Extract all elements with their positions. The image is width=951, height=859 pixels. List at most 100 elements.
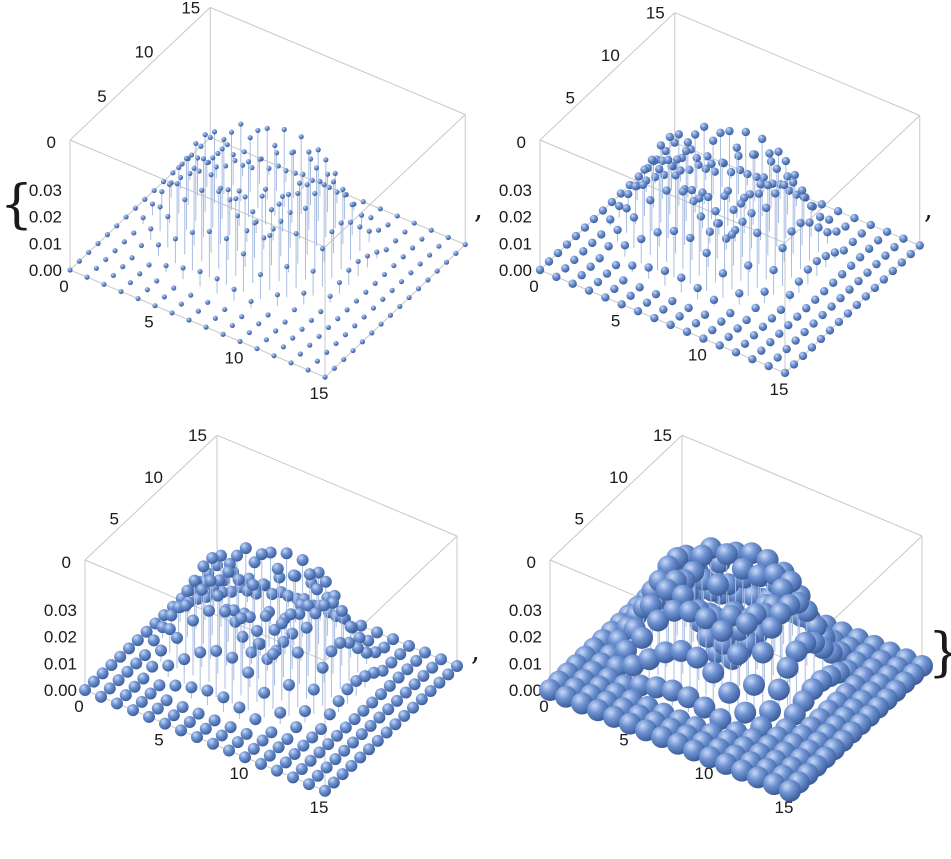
- data-point: [131, 230, 137, 236]
- data-point: [319, 246, 326, 252]
- box-edge: [84, 689, 326, 792]
- data-point: [256, 734, 269, 747]
- data-point: [353, 631, 366, 644]
- data-point: [715, 341, 724, 350]
- data-point: [314, 358, 320, 364]
- data-point: [331, 365, 337, 371]
- data-point: [702, 661, 725, 684]
- data-point: [753, 228, 762, 238]
- data-point: [568, 279, 577, 288]
- data-point: [366, 696, 379, 709]
- data-point: [389, 718, 402, 731]
- data-point: [628, 261, 637, 270]
- data-point: [406, 294, 412, 301]
- data-point: [634, 172, 644, 181]
- data-point: [302, 205, 309, 211]
- data-point: [239, 542, 252, 555]
- data-point: [734, 701, 757, 724]
- data-point: [351, 641, 364, 654]
- data-point: [382, 703, 395, 716]
- data-point: [282, 589, 295, 602]
- data-point: [445, 234, 451, 240]
- data-point: [359, 670, 371, 683]
- data-point: [188, 574, 201, 587]
- data-point: [381, 271, 388, 278]
- data-point: [311, 769, 324, 782]
- data-point: [212, 315, 218, 321]
- data-point: [385, 656, 398, 669]
- data-point: [304, 182, 310, 188]
- data-point: [735, 289, 744, 298]
- data-point: [899, 234, 908, 243]
- y-origin-tick-label: 0: [527, 553, 536, 572]
- data-point: [171, 285, 177, 291]
- data-point: [224, 141, 230, 148]
- data-point: [146, 660, 159, 673]
- data-point: [305, 367, 311, 373]
- data-point: [807, 343, 817, 352]
- data-point: [785, 290, 795, 300]
- data-point: [121, 239, 127, 245]
- data-point: [742, 315, 751, 325]
- data-point: [307, 342, 313, 348]
- data-point: [620, 241, 630, 250]
- data-point: [821, 251, 831, 261]
- data-point: [340, 186, 346, 192]
- data-point: [830, 248, 840, 257]
- data-point: [402, 229, 408, 235]
- data-point: [683, 138, 693, 147]
- data-point: [734, 151, 743, 161]
- data-point: [419, 236, 425, 242]
- data-point: [408, 678, 421, 691]
- close-brace: }: [928, 623, 951, 683]
- data-point: [123, 642, 135, 655]
- data-point: [727, 643, 749, 666]
- data-point: [241, 149, 247, 155]
- data-point: [353, 298, 360, 304]
- data-point: [111, 697, 123, 710]
- data-point: [387, 312, 394, 318]
- data-point: [670, 138, 679, 147]
- data-point: [738, 217, 747, 226]
- data-point: [544, 257, 554, 266]
- data-point: [299, 704, 311, 717]
- data-point: [188, 292, 194, 298]
- data-point: [562, 240, 572, 249]
- data-point: [222, 306, 228, 313]
- data-point: [754, 189, 764, 198]
- data-point: [265, 726, 278, 739]
- data-point: [357, 704, 370, 717]
- data-point: [257, 578, 270, 591]
- data-point: [93, 265, 99, 271]
- data-point: [434, 268, 440, 274]
- data-point: [392, 671, 405, 684]
- data-point: [163, 263, 169, 269]
- data-point: [323, 708, 336, 721]
- y-tick-label: 10: [135, 43, 154, 62]
- data-point: [322, 374, 328, 380]
- data-point: [277, 635, 290, 648]
- data-point: [767, 678, 790, 701]
- data-point: [766, 157, 776, 166]
- data-point: [357, 224, 363, 230]
- data-point: [153, 679, 166, 692]
- data-point: [252, 637, 265, 650]
- plot-panel-3: 0.00 0.01 0.02 0.03 0 5 10 15 0 5 10 15: [44, 426, 463, 817]
- data-point: [114, 650, 127, 663]
- data-point: [346, 267, 352, 273]
- data-point: [726, 167, 736, 177]
- data-point: [293, 230, 299, 237]
- data-point: [691, 544, 713, 567]
- data-point: [827, 302, 836, 311]
- data-point: [802, 304, 811, 313]
- data-point: [339, 721, 352, 734]
- data-point: [593, 277, 603, 287]
- data-point: [245, 159, 252, 165]
- data-point: [103, 256, 109, 263]
- data-point: [316, 661, 329, 674]
- data-point: [747, 564, 770, 587]
- data-point: [206, 228, 212, 234]
- data-point: [225, 187, 231, 193]
- data-point: [338, 744, 351, 757]
- data-point: [352, 323, 358, 329]
